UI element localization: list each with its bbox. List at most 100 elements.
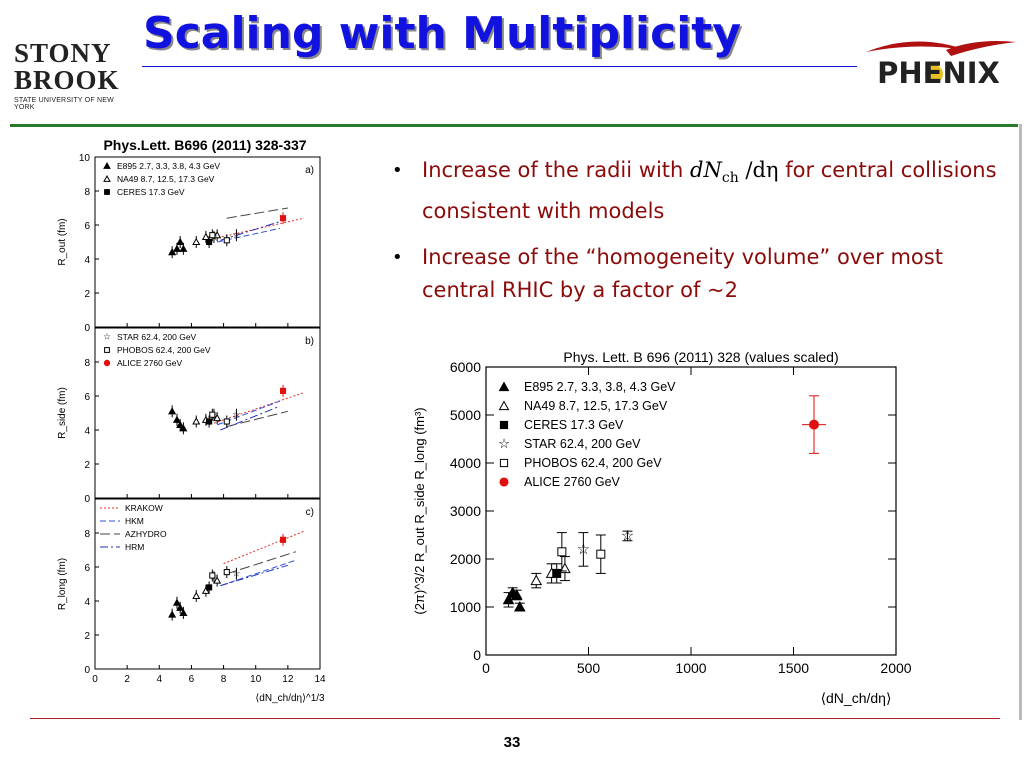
y-tick-label: 2 bbox=[84, 631, 90, 642]
y-tick-label: 0 bbox=[84, 323, 90, 334]
data-point-phobos bbox=[209, 232, 216, 239]
x-tick-label: 2 bbox=[124, 674, 130, 685]
footer-rule bbox=[30, 718, 1000, 719]
panel-ylabel: R_side (fm) bbox=[57, 387, 68, 439]
bullet-1-math: dNch /dη bbox=[690, 158, 779, 186]
legend-marker: ☆ bbox=[103, 332, 111, 342]
model-line-hrm bbox=[220, 405, 281, 431]
legend-text: ALICE 2760 GeV bbox=[524, 475, 621, 489]
x-axis-label: ⟨dN_ch/dη⟩^1/3 bbox=[255, 693, 325, 704]
data-point-alice bbox=[809, 419, 819, 430]
data-point-e895 bbox=[172, 244, 182, 252]
legend-text: ALICE 2760 GeV bbox=[117, 358, 183, 368]
data-point-e895 bbox=[179, 244, 188, 252]
legend-text: CERES 17.3 GeV bbox=[117, 187, 185, 197]
legend-text: HKM bbox=[125, 516, 144, 526]
data-point-e895 bbox=[168, 610, 177, 618]
bullet-list: • Increase of the radii with dNch /dη fo… bbox=[390, 154, 1010, 320]
stony-brook-logo: STONY BROOK STATE UNIVERSITY OF NEW YORK bbox=[14, 40, 134, 112]
phenix-logo: PHENIX bbox=[856, 38, 1021, 98]
bullet-2: • Increase of the “homogeneity volume” o… bbox=[390, 241, 1010, 307]
y-tick-label: 0 bbox=[84, 665, 90, 676]
model-line-hkm bbox=[220, 559, 297, 587]
x-tick-label: 6 bbox=[189, 674, 195, 685]
bullet-1: • Increase of the radii with dNch /dη fo… bbox=[390, 154, 1010, 228]
y-tick-label: 1000 bbox=[450, 599, 481, 615]
model-line-azhydro bbox=[226, 207, 288, 219]
data-point-na49 bbox=[192, 237, 201, 246]
y-tick-label: 3000 bbox=[450, 503, 481, 519]
y-tick-label: 10 bbox=[79, 153, 91, 164]
math-after: /dη bbox=[745, 158, 779, 182]
data-point-ceres bbox=[206, 584, 213, 591]
header-divider bbox=[10, 124, 1018, 127]
data-point-na49 bbox=[559, 562, 571, 574]
x-tick-label: 10 bbox=[250, 674, 262, 685]
data-point-star: ☆ bbox=[232, 230, 241, 241]
x-tick-label: 8 bbox=[221, 674, 227, 685]
x-tick-label: 0 bbox=[92, 674, 98, 685]
data-point-star: ☆ bbox=[232, 569, 241, 580]
data-point-phobos bbox=[223, 237, 230, 244]
data-point-e895 bbox=[176, 603, 185, 611]
data-point-e895 bbox=[172, 415, 182, 423]
bullet-dot: • bbox=[392, 160, 403, 181]
model-line-krakow bbox=[213, 217, 305, 240]
volume-vs-multiplicity-chart: Phys. Lett. B 696 (2011) 328 (values sca… bbox=[412, 349, 912, 706]
y-tick-label: 2000 bbox=[450, 551, 481, 567]
x-tick-label: 1000 bbox=[675, 660, 706, 676]
x-tick-label: 12 bbox=[282, 674, 294, 685]
panel-2: 0 2 4 6 8 0 2 4 6 8 10 12 14 R_long (fm) c) KRAKOW HKM AZ… bbox=[57, 498, 326, 685]
legend-marker bbox=[103, 359, 111, 367]
legend-marker bbox=[498, 381, 510, 392]
legend-text: KRAKOW bbox=[125, 503, 163, 513]
logo-line2: BROOK bbox=[14, 65, 120, 95]
data-point-e895 bbox=[176, 237, 185, 246]
legend-marker bbox=[104, 189, 110, 195]
y-tick-label: 8 bbox=[84, 358, 90, 369]
y-axis-label: (2π)^3/2 R_out R_side R_long (fm³) bbox=[412, 407, 427, 614]
data-point-e895 bbox=[172, 598, 182, 606]
legend-text: CERES 17.3 GeV bbox=[524, 418, 624, 432]
x-tick-label: 500 bbox=[577, 660, 601, 676]
model-line-krakow bbox=[223, 530, 305, 565]
data-point-alice bbox=[279, 387, 287, 394]
panel-ylabel: R_long (fm) bbox=[57, 558, 68, 610]
bullet-dot: • bbox=[392, 247, 403, 269]
y-tick-label: 6 bbox=[84, 221, 90, 232]
data-point-na49 bbox=[213, 413, 222, 422]
y-tick-label: 4000 bbox=[450, 455, 481, 471]
chart-title: Phys. Lett. B 696 (2011) 328 (values sca… bbox=[563, 349, 838, 365]
data-point-phobos bbox=[209, 572, 216, 579]
legend-text: STAR 62.4, 200 GeV bbox=[524, 437, 641, 451]
legend-text: PHOBOS 62.4, 200 GeV bbox=[117, 345, 211, 355]
y-tick-label: 6000 bbox=[450, 359, 481, 375]
y-tick-label: 4 bbox=[84, 426, 90, 437]
panel-label: b) bbox=[305, 336, 314, 347]
data-point-na49 bbox=[213, 230, 222, 239]
y-tick-label: 4 bbox=[84, 597, 90, 608]
x-tick-label: 14 bbox=[314, 674, 326, 685]
data-point-star: ☆ bbox=[577, 541, 590, 558]
x-tick-label: 2000 bbox=[880, 660, 911, 676]
model-line-hrm bbox=[220, 221, 280, 241]
legend-marker bbox=[103, 174, 111, 182]
legend-text: STAR 62.4, 200 GeV bbox=[117, 332, 197, 342]
right-edge-rule bbox=[1019, 124, 1022, 720]
math-sub: ch bbox=[721, 170, 739, 187]
x-axis-label: ⟨dN_ch/dη⟩ bbox=[821, 690, 892, 706]
y-tick-label: 8 bbox=[84, 187, 90, 198]
logo-line3: STATE UNIVERSITY OF NEW YORK bbox=[14, 97, 114, 111]
phenix-wings-icon bbox=[866, 41, 1016, 83]
panel-0: 0 2 4 6 8 10 R_out (fm) a) E895 2.7, 3.3, 3.8, 4… bbox=[57, 153, 321, 334]
y-tick-label: 5000 bbox=[450, 407, 481, 423]
data-point-na49 bbox=[201, 232, 210, 240]
data-point-phobos bbox=[557, 547, 567, 557]
data-point-star: ☆ bbox=[232, 410, 241, 421]
x-tick-label: 4 bbox=[157, 674, 163, 685]
data-point-e895 bbox=[179, 608, 188, 616]
data-point-star: ☆ bbox=[621, 527, 634, 544]
chart-title: Phys.Lett. B696 (2011) 328-337 bbox=[103, 137, 306, 153]
legend-text: PHOBOS 62.4, 200 GeV bbox=[524, 456, 662, 470]
legend-marker bbox=[499, 420, 509, 430]
